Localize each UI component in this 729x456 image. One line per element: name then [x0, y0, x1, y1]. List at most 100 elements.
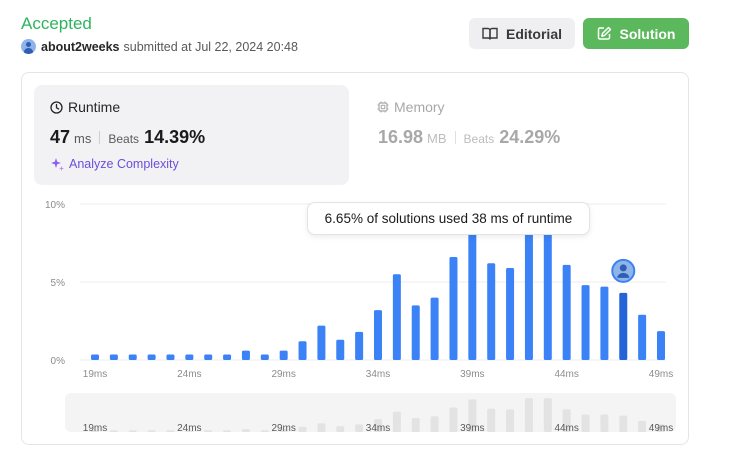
mini-bar [657, 424, 665, 432]
mini-bar [260, 430, 269, 432]
chart-bar [298, 341, 307, 360]
mini-bar [241, 429, 250, 432]
mini-bar [374, 419, 382, 432]
range-selector [65, 393, 676, 432]
x-tick-label: 29ms [271, 369, 295, 380]
chart-bar [91, 354, 99, 360]
divider [454, 131, 456, 144]
chart-bar [543, 204, 552, 360]
mini-bar [185, 430, 194, 432]
mini-bar [128, 430, 137, 432]
result-panel [21, 72, 689, 445]
chart-bar [355, 331, 364, 360]
chart-bar [638, 314, 647, 360]
x-tick-label: 49ms [649, 369, 673, 380]
chart-bar [374, 310, 382, 360]
mini-bar [562, 409, 571, 432]
mini-bar [147, 430, 156, 432]
mini-bar [411, 418, 420, 432]
x-tick-label: 39ms [460, 369, 484, 380]
memory-values: 16.98 MB Beats 24.29% [378, 127, 560, 148]
mini-x-tick-label: 49ms [649, 423, 673, 434]
mini-bar [355, 424, 364, 432]
chart-bar [128, 354, 137, 360]
mini-bar [487, 408, 496, 432]
runtime-beats-value: 14.39% [144, 127, 206, 147]
mini-bar [449, 407, 458, 432]
y-tick-label: 0% [51, 356, 66, 367]
memory-tab[interactable]: Memory [377, 99, 445, 115]
memory-chip-icon [377, 101, 389, 113]
status-accepted: Accepted [21, 14, 92, 33]
mini-bar [298, 426, 307, 432]
chart-bar [506, 267, 515, 360]
clock-icon [50, 100, 63, 114]
chart-bar [657, 331, 665, 360]
y-tick-label: 5% [51, 278, 66, 289]
mini-bar [524, 398, 533, 432]
chart-bar [411, 305, 420, 360]
mini-bar [336, 426, 345, 432]
editorial-button[interactable]: Editorial [469, 18, 575, 49]
chart-bar [524, 204, 533, 360]
chart-bar [241, 350, 250, 360]
user-avatar[interactable] [21, 39, 36, 54]
x-tick-label: 19ms [83, 369, 107, 380]
analyze-label: Analyze Complexity [69, 157, 179, 171]
chart-bar [449, 257, 458, 360]
chart-bar [109, 354, 118, 360]
chart-bar [260, 354, 269, 360]
mini-x-tick-label: 34ms [366, 423, 390, 434]
chart-bar [166, 354, 175, 360]
solution-label: Solution [619, 25, 676, 42]
solution-button[interactable]: Solution [583, 18, 689, 49]
chart-bar [430, 297, 439, 360]
mini-bar [392, 411, 401, 432]
chart-bar [392, 274, 401, 360]
user-avatar-head [619, 264, 627, 272]
chart-bar [317, 325, 326, 360]
runtime-value: 47 [50, 127, 71, 147]
chart-bar [581, 285, 590, 360]
x-tick-label: 34ms [366, 369, 390, 380]
mini-x-tick-label: 29ms [271, 423, 295, 434]
runtime-card[interactable]: Runtime 47 ms Beats 14.39% Analyze Compl… [34, 85, 349, 185]
chart-bar [562, 264, 571, 360]
mini-x-tick-label: 19ms [83, 423, 107, 434]
runtime-header: Runtime [50, 99, 120, 115]
divider [99, 131, 101, 144]
chart-bar [147, 354, 156, 360]
mini-bar [581, 414, 590, 432]
analyze-complexity-button[interactable]: Analyze Complexity [50, 157, 179, 171]
chart-bar [185, 354, 194, 360]
mini-bar [91, 430, 99, 432]
chart-bar [487, 263, 496, 360]
mini-bar [600, 414, 609, 432]
runtime-values: 47 ms Beats 14.39% [50, 127, 205, 148]
chart-bar [600, 286, 609, 360]
memory-label: Memory [394, 99, 445, 115]
chart-bar [223, 354, 232, 360]
mini-bar [638, 420, 647, 432]
user-avatar-body [617, 272, 630, 278]
chart-bar [204, 354, 213, 360]
mini-x-tick-label: 24ms [177, 423, 201, 434]
mini-bar [430, 416, 439, 432]
username-link[interactable]: about2weeks [41, 39, 120, 54]
editorial-label: Editorial [505, 25, 562, 42]
mini-x-tick-label: 39ms [460, 423, 484, 434]
mini-bar [543, 398, 552, 432]
mini-bar [109, 430, 118, 432]
mini-bar [223, 430, 232, 432]
memory-beats-label: Beats [463, 132, 495, 146]
y-tick-label: 10% [45, 200, 65, 211]
sparkle-icon [51, 158, 64, 171]
chart-tooltip: 6.65% of solutions used 38 ms of runtime [307, 202, 590, 235]
x-tick-label: 24ms [177, 369, 201, 380]
chart-bar [619, 292, 628, 360]
book-icon [482, 27, 498, 40]
mini-bar [279, 429, 288, 432]
submitted-at-text: submitted at Jul 22, 2024 20:48 [123, 39, 298, 54]
memory-unit: MB [427, 131, 447, 146]
